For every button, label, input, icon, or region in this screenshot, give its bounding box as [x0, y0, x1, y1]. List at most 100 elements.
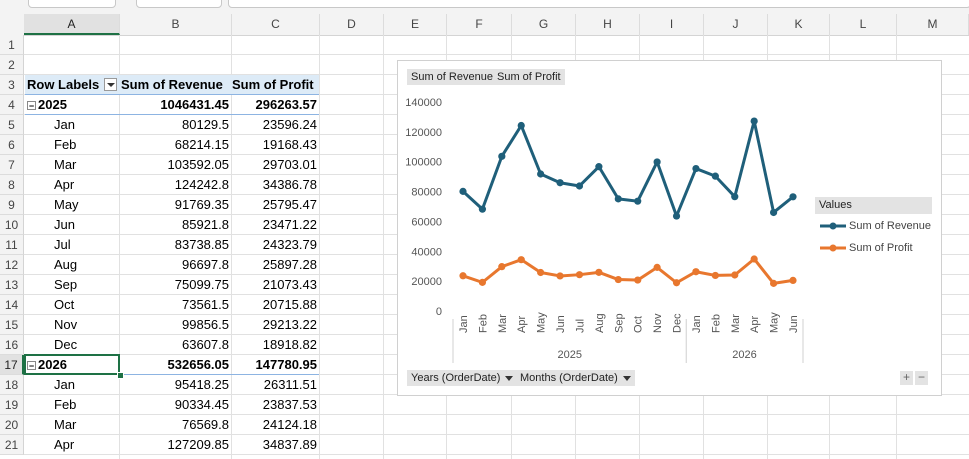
revenue-data-point[interactable] — [517, 121, 525, 130]
collapse-icon[interactable]: − — [27, 361, 36, 372]
column-header[interactable]: F — [447, 14, 512, 35]
column-header[interactable]: L — [830, 14, 897, 35]
revenue-data-point[interactable] — [692, 164, 700, 173]
profit-data-point[interactable] — [789, 276, 797, 284]
revenue-data-point[interactable] — [711, 172, 719, 180]
revenue-data-point[interactable] — [478, 205, 487, 213]
profit-data-point[interactable] — [478, 278, 487, 286]
profit-data-point[interactable] — [692, 268, 700, 276]
profit-data-point[interactable] — [769, 279, 778, 287]
revenue-data-point[interactable] — [750, 117, 758, 125]
column-header[interactable]: I — [640, 14, 704, 35]
revenue-data-point[interactable] — [614, 195, 622, 203]
revenue-data-point[interactable] — [498, 152, 506, 160]
profit-series-line[interactable] — [462, 257, 794, 285]
row-header[interactable]: 17 — [0, 355, 24, 375]
column-header[interactable]: D — [320, 14, 384, 35]
profit-data-point[interactable] — [672, 279, 681, 287]
row-header[interactable]: 3 — [0, 75, 24, 95]
field-button-months[interactable]: Months (OrderDate) — [516, 370, 635, 386]
column-header[interactable]: E — [384, 14, 447, 35]
pivot-month-profit: 26311.51 — [263, 377, 317, 392]
row-header[interactable]: 2 — [0, 55, 24, 75]
row-header[interactable]: 13 — [0, 275, 24, 295]
expand-field-button[interactable]: + — [900, 371, 913, 385]
row-header[interactable]: 4 — [0, 95, 24, 115]
pivot-chart[interactable]: 0 20000 40000 60000 80000 100000 120000 140000 J… — [397, 60, 942, 396]
column-header[interactable]: K — [768, 14, 830, 35]
row-header[interactable]: 21 — [0, 435, 24, 455]
formula-buttons[interactable] — [136, 0, 222, 8]
profit-data-point[interactable] — [711, 271, 719, 280]
column-header[interactable]: B — [120, 14, 232, 35]
pivot-month-label: Feb — [54, 137, 77, 152]
pivot-year-revenue: 532656.05 — [167, 357, 229, 372]
column-header[interactable]: G — [512, 14, 576, 35]
profit-data-point[interactable] — [595, 268, 603, 276]
revenue-series-line[interactable] — [461, 119, 794, 218]
legend-title[interactable]: Values — [815, 197, 932, 214]
column-header[interactable]: M — [897, 14, 969, 35]
revenue-data-point[interactable] — [575, 182, 584, 190]
column-header[interactable]: J — [704, 14, 768, 35]
pivot-year-label[interactable]: −2025 — [27, 95, 119, 115]
column-header[interactable]: A — [24, 14, 120, 35]
row-header[interactable]: 6 — [0, 135, 24, 155]
pivot-month-label: Sep — [54, 277, 78, 292]
row-header[interactable]: 1 — [0, 35, 24, 55]
revenue-data-point[interactable] — [769, 208, 778, 217]
revenue-data-point[interactable] — [789, 193, 797, 201]
x-tick-label: Feb — [477, 314, 489, 333]
revenue-data-point[interactable] — [672, 212, 681, 220]
profit-data-point[interactable] — [517, 256, 525, 264]
chevron-down-icon — [505, 375, 514, 381]
profit-data-point[interactable] — [498, 263, 506, 271]
row-header[interactable]: 14 — [0, 295, 24, 315]
fill-handle[interactable] — [117, 372, 124, 379]
collapse-field-button[interactable]: − — [915, 371, 928, 385]
revenue-data-point[interactable] — [653, 158, 661, 166]
active-cell-selection[interactable] — [24, 354, 120, 375]
name-box[interactable] — [28, 0, 116, 8]
row-header[interactable]: 7 — [0, 155, 24, 175]
pivot-month-revenue: 83738.85 — [174, 237, 229, 252]
row-header[interactable]: 16 — [0, 335, 24, 355]
collapse-icon[interactable]: − — [27, 101, 36, 112]
row-header[interactable]: 9 — [0, 195, 24, 215]
row-header[interactable]: 10 — [0, 215, 24, 235]
row-header[interactable]: 20 — [0, 415, 24, 435]
field-button-revenue[interactable]: Sum of Revenue — [407, 69, 497, 85]
profit-data-point[interactable] — [653, 263, 661, 271]
revenue-data-point[interactable] — [634, 197, 642, 205]
formula-input[interactable] — [228, 0, 969, 8]
profit-data-point[interactable] — [731, 271, 739, 279]
pivot-month-profit: 24124.18 — [262, 417, 317, 432]
profit-data-point[interactable] — [556, 272, 564, 280]
row-header[interactable]: 11 — [0, 235, 24, 255]
column-header[interactable]: C — [232, 14, 320, 35]
field-button-profit[interactable]: Sum of Profit — [493, 69, 565, 85]
revenue-data-point[interactable] — [459, 187, 467, 195]
revenue-data-point[interactable] — [595, 163, 603, 171]
profit-data-point[interactable] — [614, 275, 622, 284]
filter-dropdown-button[interactable] — [104, 78, 117, 91]
revenue-data-point[interactable] — [537, 170, 545, 178]
profit-data-point[interactable] — [459, 272, 467, 280]
gridline — [24, 414, 969, 415]
x-tick-label: Apr — [749, 316, 761, 333]
row-header[interactable]: 8 — [0, 175, 24, 195]
revenue-data-point[interactable] — [556, 179, 564, 187]
row-header[interactable]: 19 — [0, 395, 24, 415]
row-header[interactable]: 5 — [0, 115, 24, 135]
column-header[interactable]: H — [576, 14, 640, 35]
profit-data-point[interactable] — [537, 268, 545, 277]
pivot-year-label[interactable]: −2026 — [27, 355, 119, 375]
field-button-years[interactable]: Years (OrderDate) — [407, 370, 518, 386]
row-header[interactable]: 18 — [0, 375, 24, 395]
profit-data-point[interactable] — [634, 276, 642, 284]
row-header[interactable]: 12 — [0, 255, 24, 275]
row-header[interactable]: 15 — [0, 315, 24, 335]
profit-data-point[interactable] — [750, 255, 758, 263]
profit-data-point[interactable] — [575, 271, 584, 279]
revenue-data-point[interactable] — [731, 193, 739, 201]
